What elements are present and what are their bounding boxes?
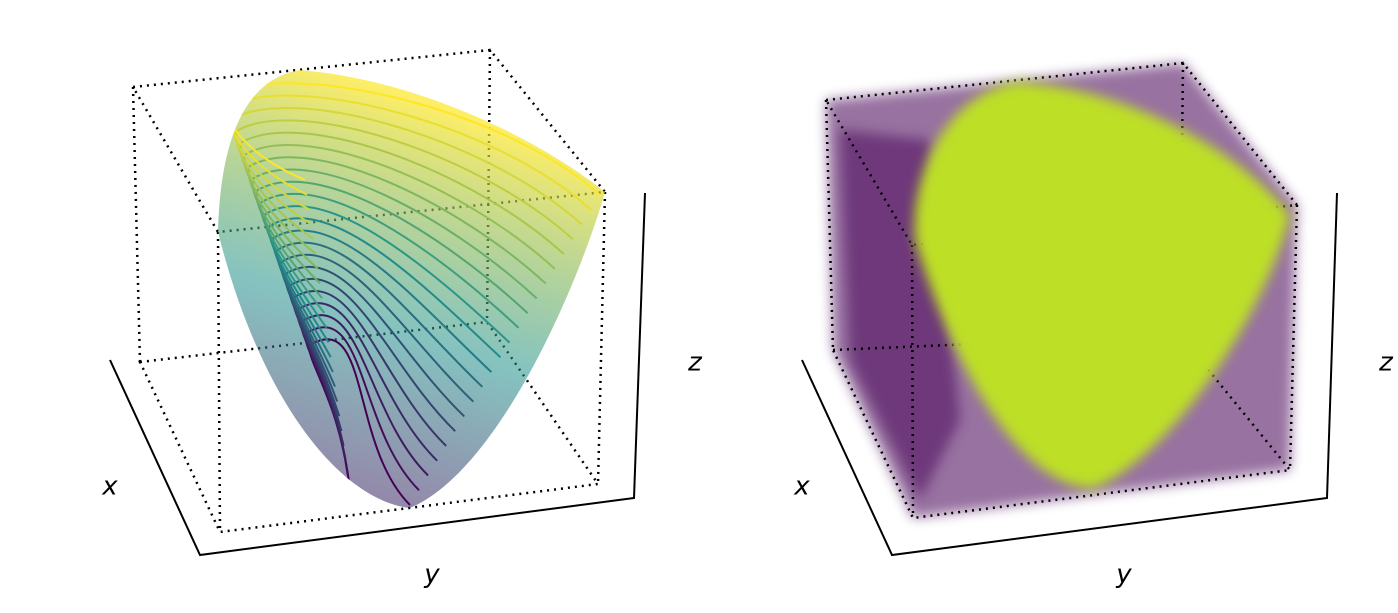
contour-line <box>267 217 502 359</box>
axis-line <box>109 192 646 557</box>
x-axis-label: x <box>793 472 810 502</box>
contours <box>223 82 601 506</box>
z-axis-label: z <box>687 348 703 378</box>
contour-line <box>235 119 574 241</box>
contour-line <box>223 82 601 196</box>
surface <box>218 70 605 508</box>
z-axis-label: z <box>1378 348 1394 378</box>
y-axis-label: y <box>1115 560 1132 590</box>
contour-line <box>231 106 583 226</box>
axis-line <box>801 192 1338 557</box>
contour-line <box>243 144 556 270</box>
contour-line <box>284 265 465 418</box>
contour-line <box>292 290 447 447</box>
contour-line <box>227 94 592 211</box>
contour-line <box>251 168 538 300</box>
contour-line <box>247 156 547 285</box>
y-axis-label: y <box>423 560 440 590</box>
scatter-panel: x y z <box>793 61 1394 590</box>
box-edge <box>823 61 1300 520</box>
contour-line <box>280 253 475 403</box>
contour-line <box>239 131 565 255</box>
scatter-cloud <box>914 82 1290 489</box>
contour-line <box>271 229 493 373</box>
contour-line <box>276 241 484 388</box>
surface-panel: x y z <box>101 48 703 590</box>
contour-line <box>296 302 438 462</box>
contour-line <box>259 192 520 329</box>
x-axis-label: x <box>101 472 118 502</box>
